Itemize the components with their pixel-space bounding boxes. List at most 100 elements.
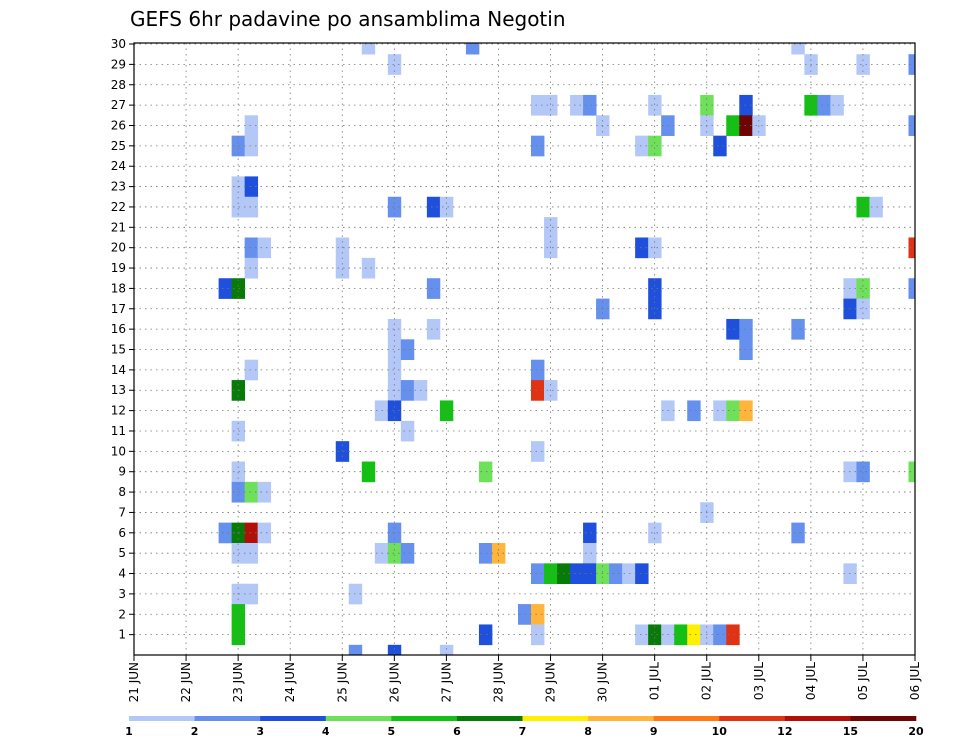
heatmap-cell bbox=[908, 54, 916, 75]
heatmap-cell bbox=[465, 43, 480, 55]
heatmap-cell bbox=[348, 644, 363, 656]
heatmap-cell bbox=[726, 318, 740, 340]
heatmap-cell bbox=[908, 461, 916, 483]
colorbar-swatch bbox=[194, 716, 261, 721]
heatmap-cell bbox=[908, 237, 916, 259]
heatmap-cell bbox=[583, 94, 597, 116]
heatmap-cell bbox=[635, 237, 649, 259]
colorbar-label: 6 bbox=[453, 725, 461, 738]
y-tick-label: 25 bbox=[111, 139, 126, 153]
heatmap-cell bbox=[531, 604, 545, 625]
heatmap-cell bbox=[908, 278, 916, 299]
x-tick-label: 22 JUN bbox=[179, 662, 193, 702]
heatmap-cell bbox=[231, 604, 246, 625]
heatmap-cell bbox=[635, 135, 649, 157]
heatmap-cell bbox=[387, 359, 402, 381]
heatmap-cell bbox=[478, 624, 493, 646]
heatmap-cell bbox=[244, 359, 259, 381]
colorbar-swatch bbox=[522, 716, 589, 721]
y-tick-label: 30 bbox=[111, 37, 126, 51]
heatmap-cell bbox=[244, 237, 259, 259]
heatmap-cell bbox=[244, 542, 259, 564]
heatmap-cell bbox=[387, 400, 402, 422]
y-tick-label: 21 bbox=[111, 220, 126, 234]
colorbar-swatch bbox=[850, 716, 917, 721]
heatmap-cell bbox=[439, 400, 454, 422]
heatmap-cell bbox=[713, 135, 727, 157]
heatmap-cell bbox=[609, 563, 623, 585]
y-tick-label: 10 bbox=[111, 444, 126, 458]
heatmap-cell bbox=[856, 278, 870, 299]
heatmap-cell bbox=[856, 298, 870, 320]
y-tick-label: 6 bbox=[118, 526, 126, 540]
colorbar-swatch bbox=[456, 716, 523, 721]
colorbar-swatch bbox=[719, 716, 786, 721]
y-tick-label: 28 bbox=[111, 78, 126, 92]
x-tick-label: 04 JUL bbox=[804, 662, 818, 700]
heatmap-cell bbox=[531, 624, 545, 646]
plot-frame bbox=[133, 42, 916, 656]
heatmap-cell bbox=[713, 400, 727, 422]
heatmap-cell bbox=[531, 359, 545, 381]
heatmap-cell bbox=[648, 624, 662, 646]
heatmap-cell bbox=[231, 196, 246, 218]
x-tick-label: 29 JUN bbox=[544, 662, 558, 702]
x-tick-label: 06 JUL bbox=[908, 662, 922, 700]
chart-title: GEFS 6hr padavine po ansamblima Negotin bbox=[130, 7, 566, 31]
colorbar-label: 7 bbox=[519, 725, 527, 738]
y-tick-label: 3 bbox=[118, 587, 126, 601]
heatmap-cell bbox=[830, 94, 844, 116]
heatmap-cell bbox=[648, 278, 662, 299]
heatmap-cell bbox=[400, 339, 415, 360]
heatmap-cell bbox=[583, 522, 597, 544]
colorbar-label: 5 bbox=[388, 725, 396, 738]
colorbar-label: 15 bbox=[843, 725, 858, 738]
heatmap-cell bbox=[244, 115, 259, 136]
x-tick-label: 28 JUN bbox=[491, 662, 505, 702]
y-tick-label: 11 bbox=[111, 424, 126, 438]
heatmap-cell bbox=[231, 135, 246, 157]
y-tick-label: 17 bbox=[111, 302, 126, 316]
heatmap-cell bbox=[908, 115, 916, 136]
heatmap-cell bbox=[231, 624, 246, 646]
x-tick-label: 02 JUL bbox=[700, 662, 714, 700]
heatmap-cell bbox=[531, 135, 545, 157]
heatmap-cell bbox=[244, 257, 259, 279]
x-tick-label: 25 JUN bbox=[335, 662, 349, 702]
y-axis: 1234567891011121314151617181920212223242… bbox=[111, 37, 134, 642]
x-tick-label: 30 JUN bbox=[596, 662, 610, 702]
heatmap-cell bbox=[791, 43, 805, 55]
heatmap-cell bbox=[635, 624, 649, 646]
colorbar-label: 8 bbox=[584, 725, 592, 738]
y-tick-label: 9 bbox=[118, 465, 126, 479]
heatmap-cell bbox=[726, 115, 740, 136]
y-tick-label: 5 bbox=[118, 546, 126, 560]
x-tick-label: 23 JUN bbox=[231, 662, 245, 702]
heatmap-cell bbox=[531, 380, 545, 401]
heatmap-cell bbox=[726, 400, 740, 422]
y-tick-label: 12 bbox=[111, 404, 126, 418]
y-tick-label: 2 bbox=[118, 607, 126, 621]
x-tick-label: 03 JUL bbox=[752, 662, 766, 700]
heatmap-cell bbox=[648, 94, 662, 116]
heatmap-cell bbox=[361, 461, 376, 483]
y-tick-label: 1 bbox=[118, 628, 126, 642]
heatmap-cell bbox=[244, 135, 259, 157]
heatmap-cell bbox=[439, 644, 454, 656]
heatmap-cell bbox=[531, 94, 545, 116]
colorbar-label: 4 bbox=[322, 725, 330, 738]
heatmap-cell bbox=[231, 461, 246, 483]
colorbar-label: 20 bbox=[908, 725, 924, 738]
heatmap-cell bbox=[426, 196, 441, 218]
y-tick-label: 16 bbox=[111, 322, 126, 336]
heatmap-cell bbox=[400, 420, 415, 442]
heatmap-cell bbox=[648, 135, 662, 157]
heatmap-cell bbox=[544, 563, 558, 585]
heatmap-cell bbox=[791, 318, 805, 340]
colorbar-swatch bbox=[653, 716, 720, 721]
y-tick-label: 18 bbox=[111, 281, 126, 295]
y-tick-label: 24 bbox=[111, 159, 126, 173]
x-tick-label: 01 JUL bbox=[648, 662, 662, 700]
heatmap-cell bbox=[387, 644, 402, 656]
